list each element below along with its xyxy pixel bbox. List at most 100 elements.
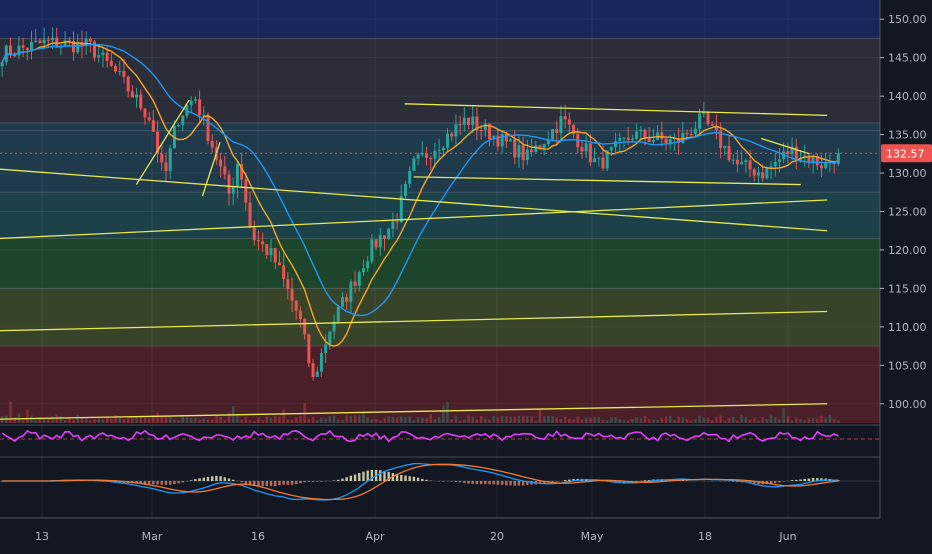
candle-body xyxy=(526,150,529,160)
volume-bar xyxy=(686,419,688,423)
candle-body xyxy=(513,139,516,157)
macd-histogram-bar xyxy=(518,481,520,485)
volume-bar xyxy=(816,418,818,423)
macd-histogram-bar xyxy=(782,481,784,482)
macd-histogram-bar xyxy=(278,481,280,485)
candle-body xyxy=(635,131,638,139)
candle-body xyxy=(206,115,209,141)
macd-histogram-bar xyxy=(341,479,343,481)
volume-bar xyxy=(413,421,415,423)
volume-bar xyxy=(198,419,200,423)
candle-body xyxy=(152,120,155,131)
macd-histogram-bar xyxy=(358,473,360,481)
macd-histogram-bar xyxy=(459,481,461,482)
volume-bar xyxy=(438,417,440,423)
volume-bar xyxy=(757,421,759,423)
candle-body xyxy=(417,155,420,159)
candle-body xyxy=(114,66,117,71)
macd-histogram-bar xyxy=(635,481,637,482)
macd-histogram-bar xyxy=(182,481,184,482)
volume-bar xyxy=(812,418,814,423)
volume-bar xyxy=(589,418,591,423)
candle-body xyxy=(501,134,504,147)
macd-histogram-bar xyxy=(194,479,196,481)
y-tick-label: 100.00 xyxy=(888,398,927,411)
x-tick-label: Mar xyxy=(142,530,163,543)
volume-bar xyxy=(698,416,700,423)
volume-bar xyxy=(89,421,91,423)
volume-bar xyxy=(631,419,633,423)
volume-bar xyxy=(278,417,280,423)
volume-bar xyxy=(656,420,658,423)
volume-bar xyxy=(110,418,112,423)
candle-body xyxy=(354,282,357,286)
candle-body xyxy=(757,172,760,175)
candle-body xyxy=(610,147,613,150)
volume-bar xyxy=(522,416,524,423)
macd-histogram-bar xyxy=(152,481,154,484)
y-tick-label: 135.00 xyxy=(888,129,927,142)
candle-body xyxy=(135,95,138,98)
volume-bar xyxy=(337,420,339,423)
candle-body xyxy=(551,129,554,140)
macd-histogram-bar xyxy=(455,481,457,482)
candle-body xyxy=(396,221,399,222)
volume-bar xyxy=(156,413,158,423)
volume-bar xyxy=(635,417,637,423)
candle-body xyxy=(433,151,436,159)
volume-bar xyxy=(425,418,427,423)
macd-histogram-bar xyxy=(404,476,406,481)
candle-body xyxy=(652,140,655,142)
candle-body xyxy=(648,139,651,143)
volume-bar xyxy=(131,418,133,423)
volume-bar xyxy=(606,420,608,423)
volume-bar xyxy=(761,417,763,423)
volume-bar xyxy=(740,415,742,423)
volume-bar xyxy=(358,415,360,423)
candle-body xyxy=(387,229,390,239)
macd-histogram-bar xyxy=(266,481,268,486)
volume-bar xyxy=(614,417,616,423)
y-tick-label: 130.00 xyxy=(888,167,927,180)
candle-body xyxy=(698,114,701,129)
volume-bar xyxy=(778,420,780,423)
candle-body xyxy=(219,160,222,167)
candle-body xyxy=(753,169,756,175)
x-tick-label: 18 xyxy=(698,530,712,543)
volume-bar xyxy=(333,416,335,423)
candle-body xyxy=(517,145,520,157)
candle-body xyxy=(669,139,672,143)
volume-bar xyxy=(493,416,495,423)
macd-histogram-bar xyxy=(270,481,272,486)
macd-histogram-bar xyxy=(425,480,427,481)
band-2 xyxy=(0,123,880,192)
volume-bar xyxy=(98,419,100,423)
volume-bar xyxy=(224,420,226,423)
macd-histogram-bar xyxy=(274,481,276,486)
volume-bar xyxy=(728,418,730,423)
candle-body xyxy=(164,163,167,171)
volume-bar xyxy=(476,420,478,423)
candle-body xyxy=(299,311,302,319)
macd-histogram-bar xyxy=(295,481,297,484)
candle-body xyxy=(522,145,525,160)
volume-bar xyxy=(308,419,310,423)
candle-body xyxy=(291,289,294,301)
volume-bar xyxy=(253,421,255,423)
macd-histogram-bar xyxy=(501,481,503,485)
volume-bar xyxy=(682,418,684,423)
candle-body xyxy=(13,55,16,56)
candle-body xyxy=(429,158,432,159)
volume-bar xyxy=(766,419,768,423)
macd-histogram-bar xyxy=(476,481,478,484)
volume-bar xyxy=(551,416,553,423)
macd-histogram-bar xyxy=(161,481,163,485)
candle-body xyxy=(122,71,125,77)
macd-histogram-bar xyxy=(345,477,347,481)
candle-body xyxy=(585,143,588,151)
y-tick-label: 140.00 xyxy=(888,90,927,103)
volume-bar xyxy=(564,416,566,423)
volume-bar xyxy=(366,418,368,423)
